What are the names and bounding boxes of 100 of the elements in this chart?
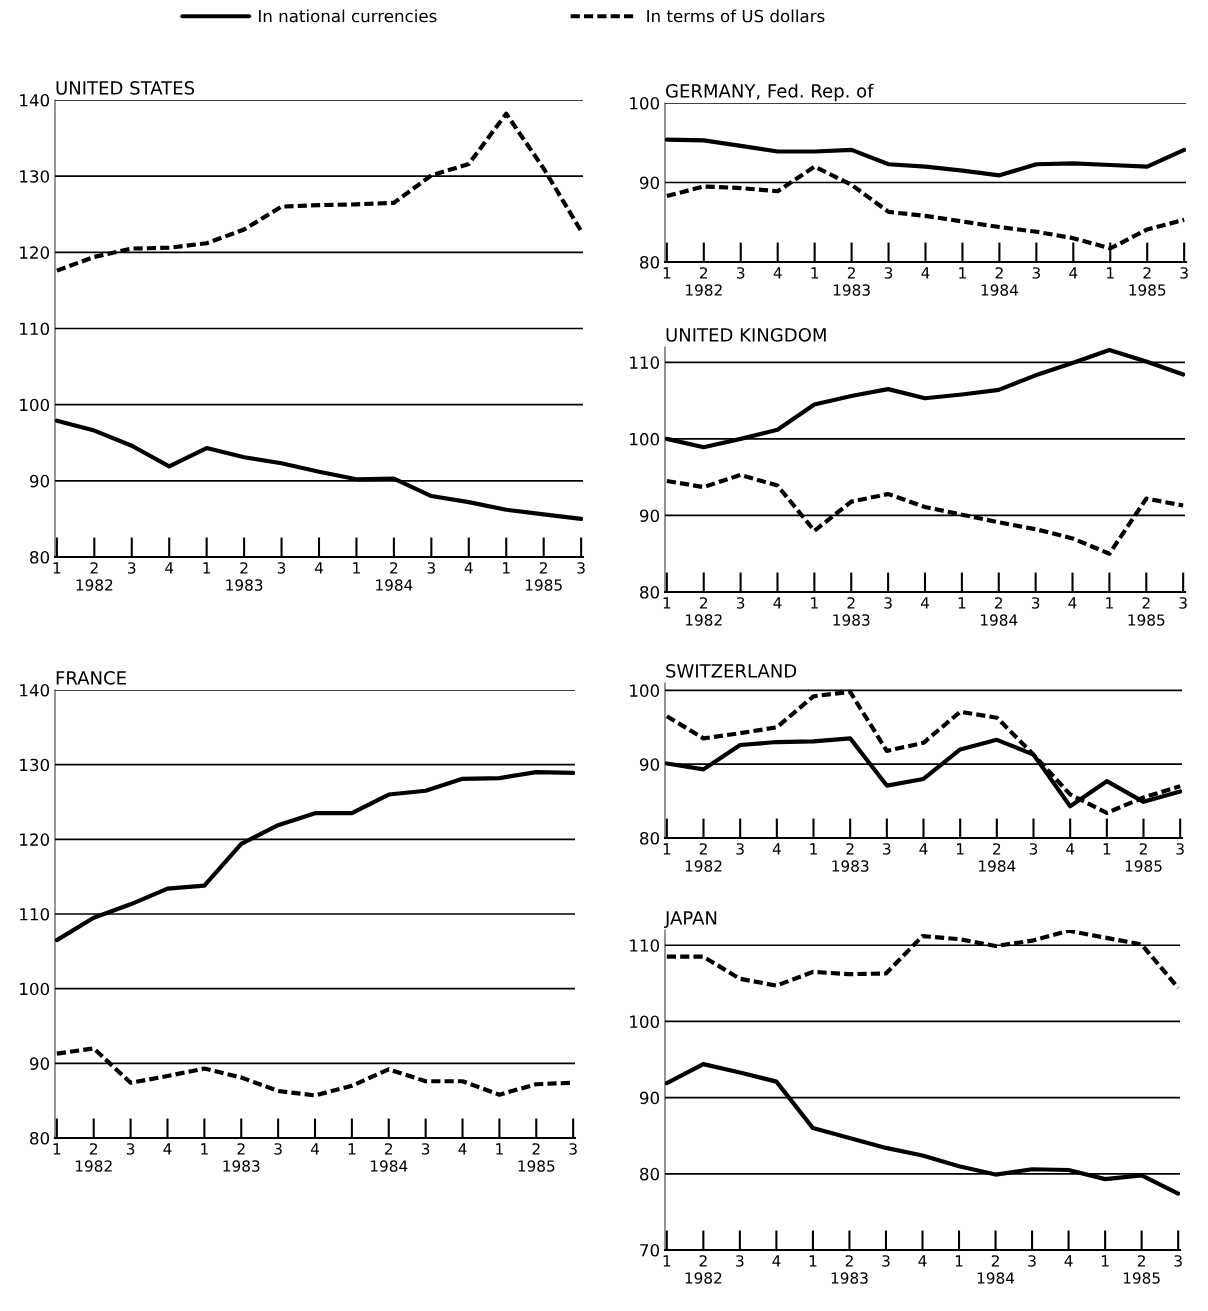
y-tick-label: 110	[20, 907, 50, 921]
x-tick-label: 4	[921, 267, 930, 279]
y-tick-label: 90	[639, 176, 660, 190]
y-tick-label: 140	[20, 93, 50, 107]
y-tick-label: 100	[20, 398, 50, 412]
x-tick-label: 2 1984	[371, 1143, 408, 1172]
x-tick-label: 1	[809, 1255, 817, 1267]
y-tick-label: 90	[639, 758, 660, 771]
y-tick-label: 110	[630, 939, 660, 952]
x-tick-label: 1	[959, 267, 966, 279]
x-tick-label: 2 1985	[525, 562, 562, 591]
x-tick-label: 3	[1029, 843, 1038, 855]
x-tick-label: 2 1982	[75, 1143, 112, 1172]
x-tick-label: 3	[421, 1143, 430, 1155]
x-tick-label: 1	[663, 1255, 671, 1267]
x-tick-label: 2 1985	[1128, 597, 1165, 626]
x-tick-label: 3	[126, 1143, 135, 1155]
x-tick-label: 1	[201, 1143, 208, 1155]
x-tick-label: 4	[1068, 597, 1077, 609]
x-tick-label: 2 1983	[832, 843, 869, 872]
y-tick-label: 120	[20, 833, 50, 846]
x-tick-label: 1	[810, 843, 817, 855]
y-tick-label: 80	[640, 585, 660, 599]
y-tick-label: 140	[20, 683, 50, 697]
x-tick-label: 3	[128, 562, 136, 574]
x-tick-label: 2 1985	[1123, 1255, 1160, 1284]
x-tick-label: 3	[883, 843, 891, 855]
x-tick-label: 2 1983	[831, 1255, 868, 1284]
x-tick-label: 2 1983	[226, 562, 263, 591]
x-tick-label: 3	[1180, 267, 1188, 279]
y-tick-label: 90	[29, 474, 50, 488]
chart-title: SWITZERLAND	[666, 664, 797, 678]
y-tick-label: 100	[630, 1015, 660, 1028]
x-tick-label: 1	[956, 843, 964, 855]
x-tick-label: 3	[1031, 597, 1040, 609]
y-tick-label: 80	[30, 1131, 50, 1145]
y-tick-label: 100	[630, 432, 660, 446]
y-tick-label: 100	[20, 982, 50, 996]
x-tick-label: 1	[53, 1143, 61, 1155]
chart-title: UNITED KINGDOM	[666, 328, 826, 342]
x-tick-label: 2 1984	[981, 267, 1018, 296]
x-tick-label: 3	[577, 562, 585, 574]
chart-title: FRANCE	[56, 671, 126, 685]
y-tick-label: 80	[640, 831, 660, 845]
chart-title: JAPAN	[664, 911, 717, 929]
x-tick-label: 4	[458, 1143, 467, 1155]
x-tick-label: 2 1982	[686, 267, 722, 296]
y-tick-label: 120	[20, 246, 50, 259]
x-tick-label: 4	[918, 1255, 927, 1267]
x-tick-label: 1	[811, 597, 818, 609]
legend-label: In terms of US dollars	[647, 9, 825, 23]
x-tick-label: 2 1982	[685, 843, 722, 872]
x-tick-label: 4	[772, 1255, 781, 1267]
x-tick-label: 4	[314, 562, 323, 574]
x-tick-label: 1	[663, 267, 671, 279]
x-tick-label: 3	[427, 562, 435, 574]
x-tick-label: 2 1985	[518, 1143, 555, 1172]
chart-title: GERMANY, Fed. Rep. of	[666, 83, 874, 102]
chart-title: UNITED STATES	[56, 81, 195, 95]
x-tick-label: 1	[663, 597, 671, 609]
x-tick-label: 4	[1069, 267, 1078, 279]
x-tick-label: 3	[884, 267, 893, 279]
x-tick-label: 3	[274, 1143, 282, 1155]
x-tick-label: 3	[1179, 597, 1187, 609]
x-tick-label: 1	[811, 267, 819, 279]
x-tick-label: 1	[353, 562, 360, 574]
x-tick-label: 2 1985	[1129, 267, 1166, 296]
y-tick-label: 70	[640, 1243, 660, 1257]
x-tick-label: 2 1984	[979, 843, 1016, 872]
y-tick-label: 130	[20, 758, 50, 772]
x-tick-label: 2 1983	[833, 267, 870, 296]
x-tick-label: 4	[1064, 1255, 1073, 1267]
x-tick-label: 2 1984	[981, 597, 1018, 626]
x-tick-label: 2 1984	[376, 562, 413, 591]
x-tick-label: 1	[503, 562, 510, 574]
y-tick-label: 100	[630, 684, 660, 697]
x-tick-label: 1	[1103, 843, 1111, 855]
x-tick-label: 3	[736, 843, 744, 855]
x-tick-label: 4	[163, 1143, 172, 1155]
x-tick-label: 1	[1107, 267, 1114, 279]
x-tick-label: 3	[1174, 1255, 1182, 1267]
x-tick-label: 2 1985	[1125, 843, 1162, 872]
x-tick-label: 2 1982	[685, 597, 722, 626]
x-tick-label: 2 1983	[833, 597, 870, 626]
x-tick-label: 4	[772, 843, 781, 855]
x-tick-label: 4	[773, 267, 782, 279]
x-tick-label: 1	[1106, 597, 1113, 609]
x-tick-label: 4	[464, 562, 473, 574]
x-tick-label: 4	[919, 843, 928, 855]
x-tick-label: 1	[958, 597, 966, 609]
y-tick-label: 100	[630, 96, 660, 110]
x-tick-label: 3	[1028, 1255, 1036, 1267]
y-tick-label: 90	[639, 1091, 660, 1105]
y-tick-label: 110	[20, 322, 50, 336]
x-tick-label: 2 1983	[223, 1143, 260, 1172]
y-tick-label: 130	[20, 170, 50, 183]
x-tick-label: 4	[773, 597, 782, 609]
x-tick-label: 1	[955, 1255, 963, 1267]
y-tick-label: 80	[640, 255, 660, 269]
y-tick-label: 110	[630, 356, 660, 369]
